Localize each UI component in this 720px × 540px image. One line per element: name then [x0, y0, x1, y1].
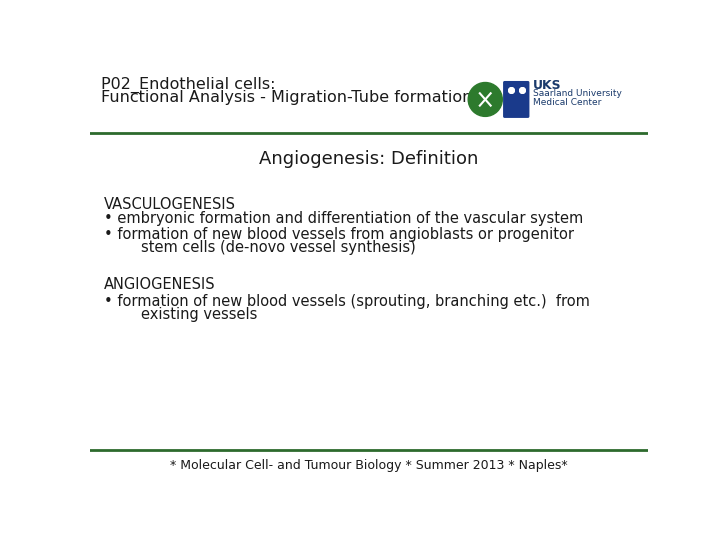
Text: P02_Endothelial cells:: P02_Endothelial cells:	[101, 76, 275, 92]
Text: stem cells (de-novo vessel synthesis): stem cells (de-novo vessel synthesis)	[104, 240, 415, 255]
Text: VASCULOGENESIS: VASCULOGENESIS	[104, 197, 236, 212]
Text: Angiogenesis: Definition: Angiogenesis: Definition	[259, 150, 479, 167]
Text: • formation of new blood vessels (sprouting, branching etc.)  from: • formation of new blood vessels (sprout…	[104, 294, 590, 309]
Text: Functional Analysis - Migration-Tube formation: Functional Analysis - Migration-Tube for…	[101, 90, 472, 105]
Text: UKS: UKS	[534, 79, 562, 92]
Text: Medical Center: Medical Center	[534, 98, 602, 107]
Text: existing vessels: existing vessels	[104, 307, 257, 322]
FancyBboxPatch shape	[503, 81, 529, 118]
Text: * Molecular Cell- and Tumour Biology * Summer 2013 * Naples*: * Molecular Cell- and Tumour Biology * S…	[170, 459, 568, 472]
Text: ANGIOGENESIS: ANGIOGENESIS	[104, 276, 215, 292]
Text: Saarland University: Saarland University	[534, 90, 622, 98]
Text: • formation of new blood vessels from angioblasts or progenitor: • formation of new blood vessels from an…	[104, 226, 574, 241]
Circle shape	[468, 83, 503, 117]
Text: • embryonic formation and differentiation of the vascular system: • embryonic formation and differentiatio…	[104, 211, 583, 226]
